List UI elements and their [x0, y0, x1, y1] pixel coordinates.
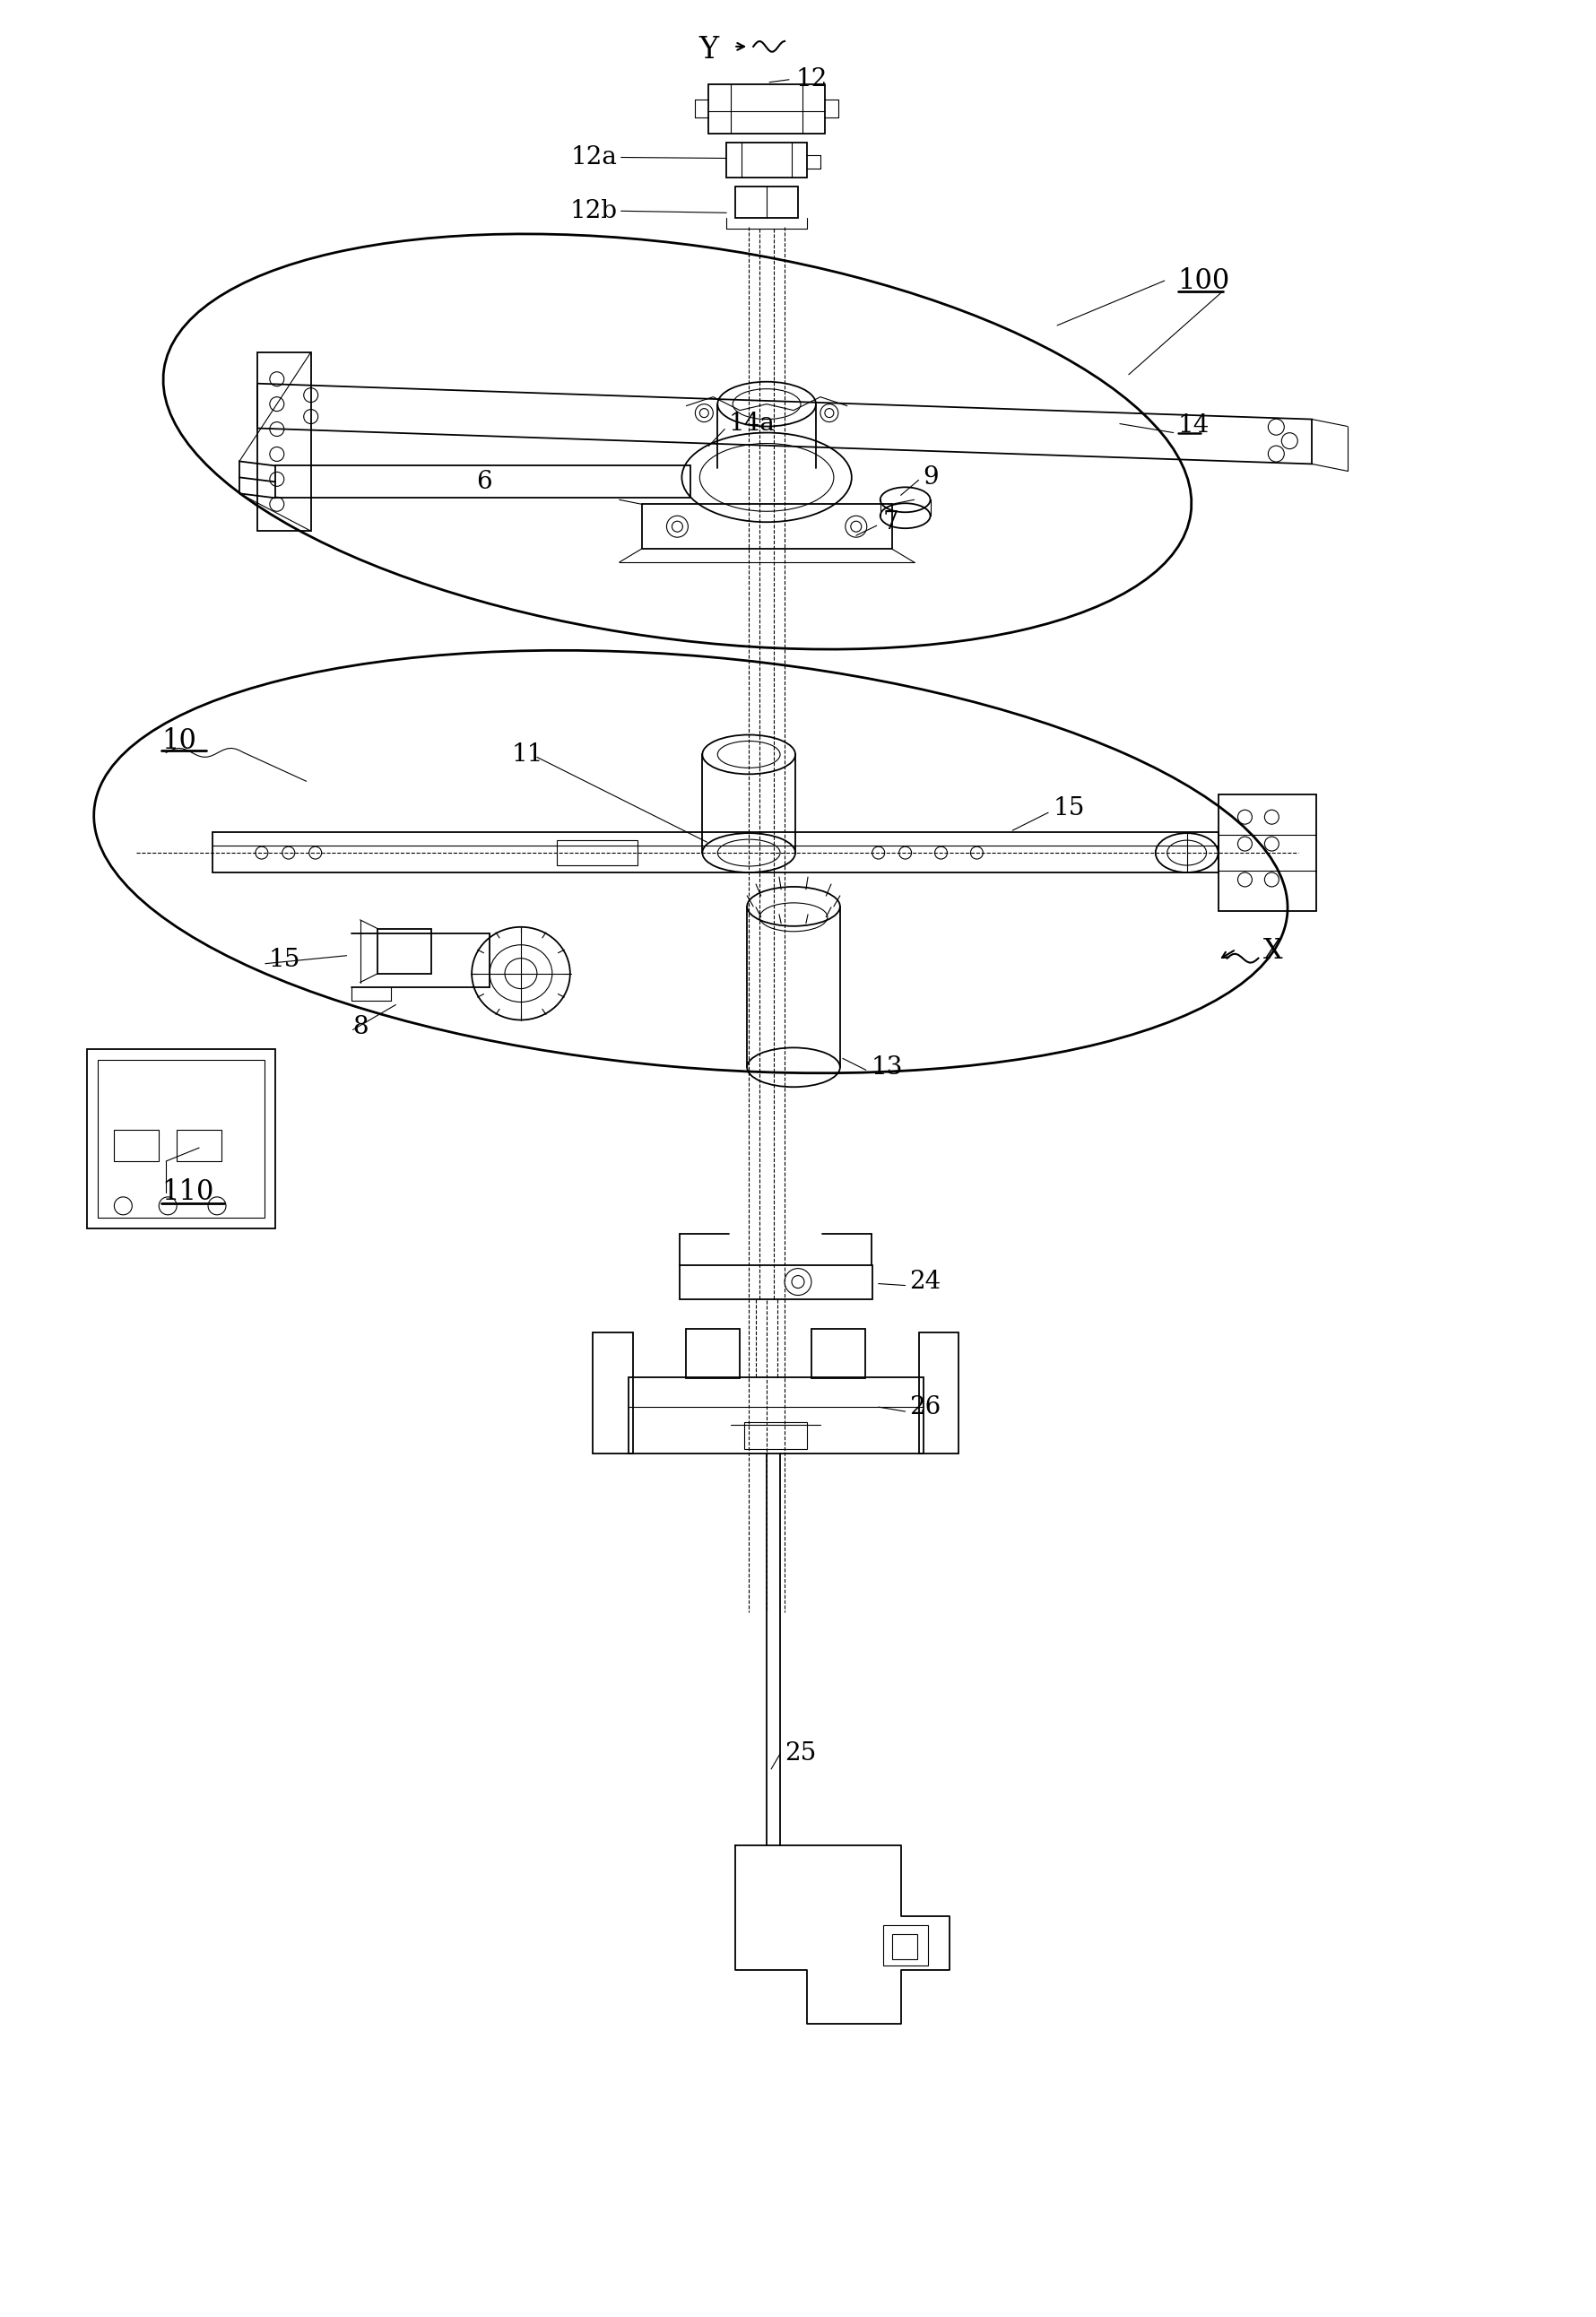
Bar: [709, 83, 825, 132]
Bar: [883, 1925, 927, 1965]
Text: 26: 26: [910, 1395, 940, 1418]
Text: 15: 15: [1052, 797, 1084, 820]
Text: 6: 6: [476, 470, 492, 494]
Text: 11: 11: [512, 741, 544, 767]
Text: 24: 24: [910, 1270, 940, 1293]
Text: 14: 14: [1178, 412, 1208, 438]
Text: 100: 100: [1178, 266, 1229, 294]
Bar: [557, 841, 637, 864]
Bar: [97, 1061, 265, 1216]
Text: 10: 10: [161, 728, 196, 755]
Bar: [275, 466, 691, 498]
Bar: [726, 141, 806, 178]
Bar: [811, 1330, 865, 1379]
Bar: [592, 1332, 632, 1453]
Text: 9: 9: [922, 466, 938, 489]
Bar: [177, 1131, 222, 1161]
Text: X: X: [1262, 936, 1282, 964]
Bar: [1218, 795, 1315, 911]
Bar: [744, 1423, 806, 1448]
Text: 12b: 12b: [570, 199, 618, 222]
Bar: [891, 1935, 916, 1960]
Text: 13: 13: [871, 1054, 902, 1080]
Text: 15: 15: [268, 948, 300, 973]
Bar: [918, 1332, 958, 1453]
Bar: [627, 1379, 922, 1453]
Bar: [212, 832, 1218, 874]
Text: 14a: 14a: [728, 412, 774, 436]
Bar: [642, 505, 891, 549]
Bar: [88, 1050, 275, 1228]
Text: 7: 7: [883, 510, 899, 535]
Text: Y: Y: [699, 35, 718, 65]
Bar: [257, 352, 311, 531]
Text: 12: 12: [796, 67, 827, 93]
Bar: [736, 188, 798, 218]
Text: 110: 110: [161, 1179, 214, 1207]
Bar: [686, 1330, 739, 1379]
Text: 12a: 12a: [571, 146, 618, 169]
Bar: [115, 1131, 160, 1161]
Text: 8: 8: [353, 1015, 369, 1040]
Text: 25: 25: [784, 1742, 816, 1766]
Bar: [680, 1265, 871, 1300]
Bar: [378, 929, 431, 973]
